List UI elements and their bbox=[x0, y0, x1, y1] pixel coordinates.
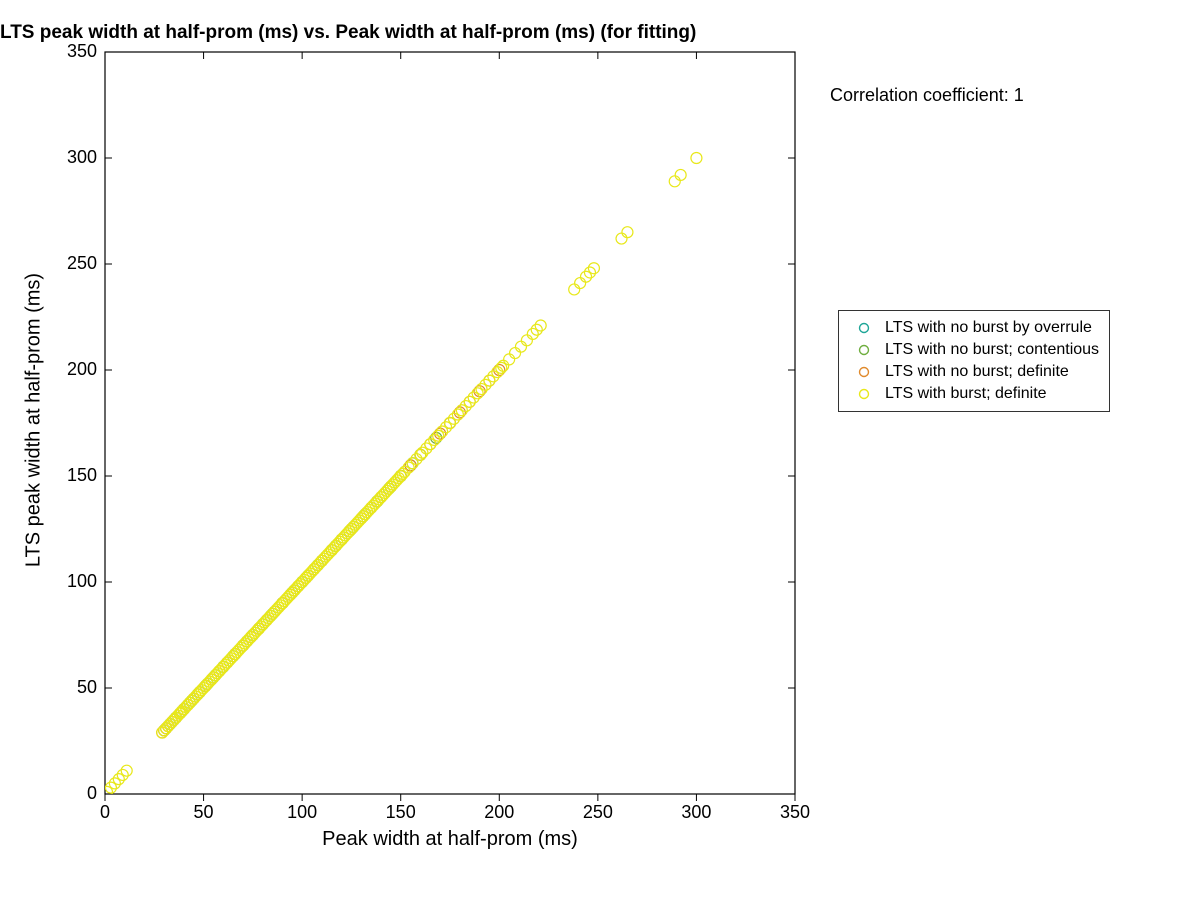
legend-item: LTS with no burst by overrule bbox=[849, 317, 1099, 339]
legend-marker-icon bbox=[849, 342, 879, 358]
x-tick-label: 250 bbox=[578, 802, 618, 823]
y-tick-label: 50 bbox=[55, 677, 97, 698]
x-tick-label: 200 bbox=[479, 802, 519, 823]
y-tick-label: 150 bbox=[55, 465, 97, 486]
legend-marker-icon bbox=[849, 386, 879, 402]
legend-item: LTS with burst; definite bbox=[849, 383, 1099, 405]
x-tick-label: 0 bbox=[85, 802, 125, 823]
y-tick-label: 250 bbox=[55, 253, 97, 274]
y-tick-label: 0 bbox=[55, 783, 97, 804]
y-axis-label: LTS peak width at half-prom (ms) bbox=[23, 273, 46, 567]
legend-marker-icon bbox=[849, 320, 879, 336]
x-tick-label: 300 bbox=[676, 802, 716, 823]
y-tick-label: 100 bbox=[55, 571, 97, 592]
legend-label: LTS with no burst; definite bbox=[879, 363, 1069, 381]
x-tick-label: 350 bbox=[775, 802, 815, 823]
legend-marker-icon bbox=[849, 364, 879, 380]
scatter-plot bbox=[0, 0, 1200, 900]
x-axis-label: Peak width at half-prom (ms) bbox=[0, 828, 900, 851]
x-tick-label: 100 bbox=[282, 802, 322, 823]
legend: LTS with no burst by overrule LTS with no… bbox=[838, 310, 1110, 412]
legend-label: LTS with no burst by overrule bbox=[879, 319, 1092, 337]
y-tick-label: 200 bbox=[55, 359, 97, 380]
legend-label: LTS with no burst; contentious bbox=[879, 341, 1099, 359]
y-tick-label: 300 bbox=[55, 147, 97, 168]
x-tick-label: 150 bbox=[381, 802, 421, 823]
legend-item: LTS with no burst; contentious bbox=[849, 339, 1099, 361]
y-tick-label: 350 bbox=[55, 41, 97, 62]
legend-label: LTS with burst; definite bbox=[879, 385, 1047, 403]
legend-item: LTS with no burst; definite bbox=[849, 361, 1099, 383]
x-tick-label: 50 bbox=[184, 802, 224, 823]
